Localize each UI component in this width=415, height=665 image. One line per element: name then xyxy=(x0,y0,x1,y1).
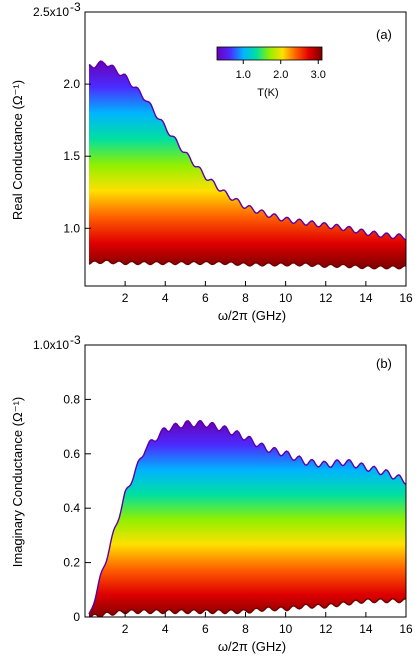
panel-b-fill-layer xyxy=(88,419,406,617)
panel-a-tag: (a) xyxy=(376,27,392,42)
conductance-band xyxy=(89,420,406,617)
colorbar-label: T(K) xyxy=(257,87,278,99)
colorbar-ticks: 1.0 2.0 3.0 xyxy=(236,60,326,81)
series-line-high-temperature xyxy=(88,259,406,270)
x-tick-label: 12 xyxy=(319,291,333,305)
panel-b: 2 4 6 8 10 12 14 16 0 0.2 0.4 0.6 0.8 1.0x10 -3 (b) ω/… xyxy=(10,333,413,654)
y-exponent-label: -3 xyxy=(70,0,81,14)
y-tick-label: 0.4 xyxy=(63,501,80,515)
x-tick-label: 14 xyxy=(359,291,373,305)
panel-b-xlabel: ω/2π (GHz) xyxy=(218,639,286,654)
series-line-low-temperature xyxy=(88,60,406,241)
x-tick-label: 10 xyxy=(279,291,293,305)
temperature-colorbar: 1.0 2.0 3.0 T(K) xyxy=(216,46,326,99)
y-tick-label: 1.5 xyxy=(63,149,80,163)
y-tick-label: 1.0 xyxy=(63,221,80,235)
panel-b-ticks: 2 4 6 8 10 12 14 16 0 0.2 0.4 0.6 0.8 1.0x10 -3 xyxy=(33,333,413,636)
x-tick-label: 6 xyxy=(202,291,209,305)
colorbar-tick-label: 3.0 xyxy=(311,69,326,81)
series-line-high-temperature xyxy=(90,597,406,617)
x-tick-label: 16 xyxy=(399,622,413,636)
y-tick-label: 0.8 xyxy=(63,392,80,406)
colorbar-tick-label: 2.0 xyxy=(273,69,288,81)
panel-a-ylabel: Real Conductance (Ω⁻¹) xyxy=(10,80,25,220)
colorbar-gradient xyxy=(216,46,323,61)
y-tick-label: 2.5x10 xyxy=(33,5,69,19)
conductance-band xyxy=(89,61,406,269)
x-tick-label: 4 xyxy=(162,622,169,636)
y-tick-label: 0.6 xyxy=(63,447,80,461)
y-tick-label: 2.0 xyxy=(63,77,80,91)
x-tick-label: 2 xyxy=(122,622,129,636)
x-tick-label: 6 xyxy=(202,622,209,636)
y-tick-label: 0.2 xyxy=(63,556,80,570)
y-tick-label: 1.0x10 xyxy=(33,338,69,352)
y-tick-label: 0 xyxy=(73,610,80,624)
panel-b-tag: (b) xyxy=(376,356,392,371)
y-exponent-label: -3 xyxy=(70,333,81,347)
panel-b-ylabel: Imaginary Conductance (Ω⁻¹) xyxy=(10,397,25,567)
x-tick-label: 2 xyxy=(122,291,129,305)
panel-a-fill-layer xyxy=(88,60,406,270)
x-tick-label: 8 xyxy=(242,291,249,305)
panel-a: 2 4 6 8 10 12 14 16 1.0 1.5 2.0 2.5x10 -3 (a) ω/2π (… xyxy=(10,0,413,323)
x-tick-label: 8 xyxy=(242,622,249,636)
x-tick-label: 12 xyxy=(319,622,333,636)
panel-a-ticks: 2 4 6 8 10 12 14 16 1.0 1.5 2.0 2.5x10 -3 xyxy=(33,0,413,305)
x-tick-label: 14 xyxy=(359,622,373,636)
panel-a-xlabel: ω/2π (GHz) xyxy=(218,308,286,323)
colorbar-tick-label: 1.0 xyxy=(236,69,251,81)
x-tick-label: 4 xyxy=(162,291,169,305)
x-tick-label: 16 xyxy=(399,291,413,305)
x-tick-label: 10 xyxy=(279,622,293,636)
series-line-low-temperature xyxy=(88,419,406,615)
